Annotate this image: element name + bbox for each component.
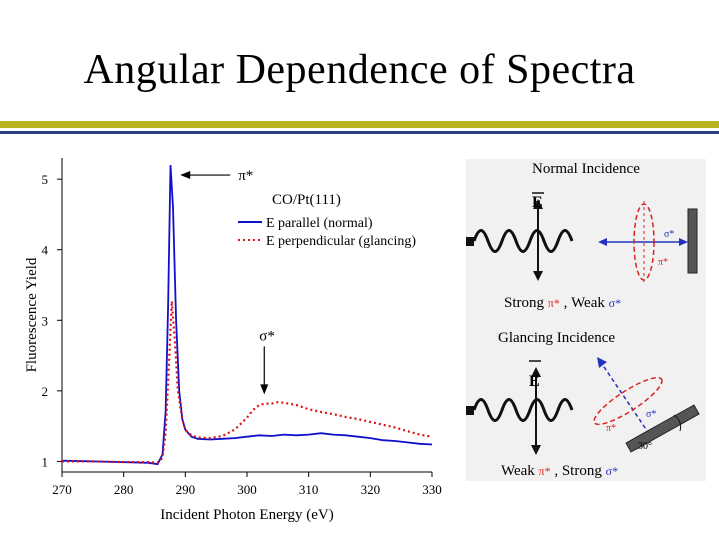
spectra-chart: 1 2 3 4 5 270 280 290 300 310 320 330 Incident Phot… bbox=[24, 158, 442, 523]
glancing-angle-label: 30° bbox=[638, 441, 652, 452]
glancing-beam-source bbox=[466, 406, 474, 415]
normal-caption-weak: , Weak bbox=[564, 295, 606, 311]
x-tick-label: 300 bbox=[237, 482, 257, 497]
y-tick-label: 3 bbox=[42, 313, 49, 328]
series-line-parallel bbox=[61, 165, 433, 466]
y-tick-label: 2 bbox=[42, 384, 49, 399]
glancing-field-arrowhead-up bbox=[531, 367, 541, 377]
y-tick-label: 4 bbox=[42, 243, 49, 258]
pi-annotation-label: π* bbox=[238, 168, 253, 184]
y-tick-label: 1 bbox=[42, 454, 49, 469]
normal-incidence-title: Normal Incidence bbox=[532, 161, 640, 177]
normal-surface bbox=[687, 208, 698, 274]
glancing-light-wave bbox=[472, 398, 574, 422]
y-axis-title: Fluorescence Yield bbox=[24, 257, 40, 372]
glancing-angle-arc bbox=[673, 414, 682, 432]
glancing-caption-pi: π* bbox=[539, 464, 551, 478]
title-rule-olive bbox=[0, 121, 719, 128]
normal-caption-strong: Strong bbox=[504, 295, 545, 311]
x-tick-label: 330 bbox=[422, 482, 442, 497]
normal-orbital-sigma-label: σ* bbox=[664, 229, 674, 240]
slide-title: Angular Dependence of Spectra bbox=[83, 47, 636, 93]
normal-sigma-arrow-right bbox=[679, 238, 688, 246]
x-tick-label: 280 bbox=[114, 482, 134, 497]
normal-field-arrowhead-up bbox=[533, 199, 543, 209]
glancing-caption: Weak π* , Strong σ* bbox=[501, 463, 618, 479]
glancing-surface bbox=[625, 404, 700, 453]
normal-caption-pi: π* bbox=[548, 296, 560, 310]
normal-orbital-pi-label: π* bbox=[658, 257, 668, 268]
glancing-caption-weak: Weak bbox=[501, 463, 535, 479]
glancing-sigma-arrow bbox=[597, 357, 607, 368]
legend-label: E perpendicular (glancing) bbox=[266, 234, 416, 249]
x-tick-label: 320 bbox=[361, 482, 381, 497]
chart-labels: Incident Photon Energy (eV) Fluorescence … bbox=[24, 168, 416, 523]
x-tick-label: 310 bbox=[299, 482, 319, 497]
glancing-caption-strong: , Strong bbox=[554, 463, 602, 479]
incidence-diagram: Normal Incidence E π* σ* Strong π* , Wea… bbox=[466, 159, 706, 481]
glancing-pi-orbital bbox=[593, 376, 663, 426]
normal-field-arrowhead-down bbox=[533, 271, 543, 281]
normal-beam-source bbox=[466, 237, 474, 246]
normal-light-wave bbox=[472, 229, 574, 253]
glancing-orbital-sigma-label: σ* bbox=[646, 409, 656, 420]
pi-annotation-arrowhead bbox=[180, 171, 191, 180]
glancing-field-arrowhead-down bbox=[531, 445, 541, 455]
normal-caption: Strong π* , Weak σ* bbox=[504, 295, 621, 311]
sigma-annotation-arrowhead bbox=[260, 384, 269, 395]
x-tick-label: 270 bbox=[52, 482, 72, 497]
x-tick-label: 290 bbox=[176, 482, 196, 497]
chart-axes: 1 2 3 4 5 270 280 290 300 310 320 330 bbox=[42, 158, 442, 497]
glancing-field-label: E bbox=[529, 373, 540, 390]
chart-series bbox=[61, 165, 433, 466]
normal-field-label: E bbox=[532, 194, 543, 211]
glancing-caption-sigma: σ* bbox=[606, 464, 618, 478]
normal-caption-sigma: σ* bbox=[609, 296, 621, 310]
x-axis-title: Incident Photon Energy (eV) bbox=[160, 507, 333, 523]
glancing-incidence-title: Glancing Incidence bbox=[498, 330, 615, 346]
glancing-sigma-axis bbox=[599, 360, 655, 442]
y-tick-label: 5 bbox=[42, 172, 49, 187]
legend-label: E parallel (normal) bbox=[266, 216, 373, 231]
glancing-orbital-pi-label: π* bbox=[606, 423, 616, 434]
normal-sigma-arrow-left bbox=[598, 238, 607, 246]
sigma-annotation-label: σ* bbox=[259, 328, 275, 344]
title-rule-navy bbox=[0, 131, 719, 134]
chart-title: CO/Pt(111) bbox=[272, 192, 341, 208]
